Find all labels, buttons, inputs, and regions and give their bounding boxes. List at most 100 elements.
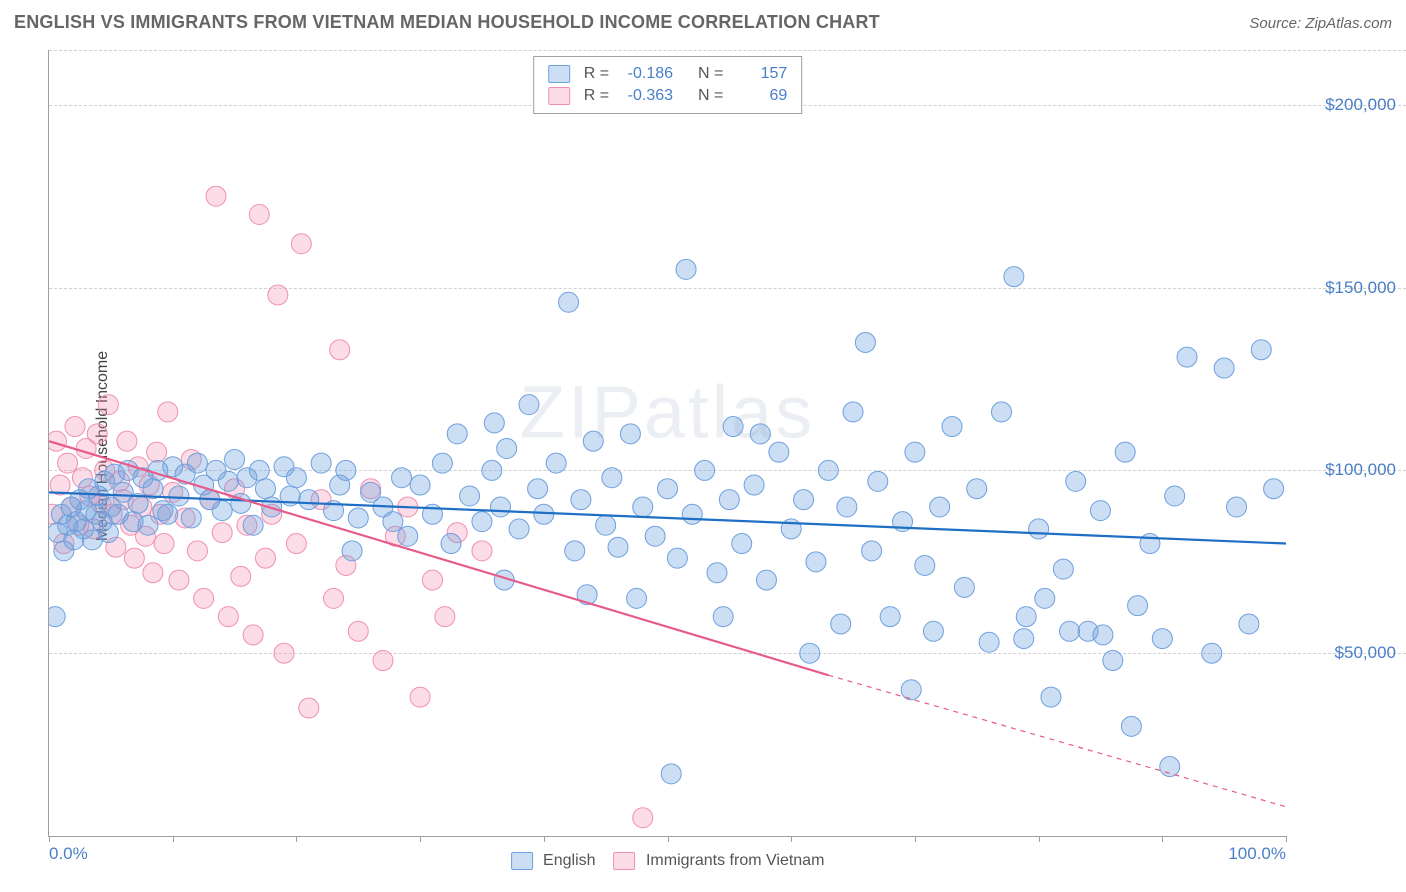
correlation-legend-box: R = -0.186 N = 157 R = -0.363 N = 69 [533,56,803,114]
chart-plot-area: ZIPatlas R = -0.186 N = 157 R = -0.363 N… [48,50,1286,837]
scatter-point-english [991,402,1011,422]
scatter-point-english [756,570,776,590]
scatter-point-english [1264,479,1284,499]
scatter-point-english [225,449,245,469]
scatter-point-english [602,468,622,488]
scatter-point-english [901,680,921,700]
scatter-point-english [311,453,331,473]
x-tick [173,836,174,842]
scatter-chart-svg [49,50,1286,836]
scatter-point-english [658,479,678,499]
scatter-point-vietnam [422,570,442,590]
scatter-point-vietnam [87,424,107,444]
scatter-point-english [868,471,888,491]
r-value-vietnam: -0.363 [617,85,673,107]
scatter-point-english [286,468,306,488]
scatter-point-vietnam [194,588,214,608]
scatter-point-english [1035,588,1055,608]
scatter-point-vietnam [291,234,311,254]
scatter-point-english [1214,358,1234,378]
scatter-point-vietnam [286,534,306,554]
scatter-point-english [212,501,232,521]
scatter-point-english [719,490,739,510]
scatter-point-english [682,504,702,524]
scatter-point-english [645,526,665,546]
scatter-point-english [187,453,207,473]
legend-item-vietnam: Immigrants from Vietnam [614,852,825,870]
scatter-point-english [583,431,603,451]
scatter-point-english [1251,340,1271,360]
scatter-point-english [1004,267,1024,287]
scatter-point-english [855,332,875,352]
scatter-point-english [138,515,158,535]
scatter-point-vietnam [330,340,350,360]
chart-title: ENGLISH VS IMMIGRANTS FROM VIETNAM MEDIA… [14,12,880,33]
scatter-point-english [794,490,814,510]
scatter-point-english [1029,519,1049,539]
scatter-point-vietnam [158,402,178,422]
scatter-point-english [1239,614,1259,634]
scatter-point-english [843,402,863,422]
scatter-point-english [880,607,900,627]
r-label: R = [584,85,609,107]
scatter-point-english [979,632,999,652]
scatter-point-english [1066,471,1086,491]
scatter-point-vietnam [249,205,269,225]
scatter-point-english [723,417,743,437]
scatter-point-vietnam [231,566,251,586]
x-tick [1039,836,1040,842]
scatter-point-vietnam [218,607,238,627]
scatter-point-english [818,460,838,480]
scatter-point-english [905,442,925,462]
n-label: N = [698,85,723,107]
scatter-point-vietnam [124,548,144,568]
scatter-point-english [181,508,201,528]
legend-item-english: English [511,852,596,870]
scatter-point-english [1160,757,1180,777]
x-tick [791,836,792,842]
legend-label-vietnam: Immigrants from Vietnam [646,852,824,869]
x-tick [544,836,545,842]
series-legend: English Immigrants from Vietnam [511,852,825,870]
scatter-point-english [447,424,467,444]
scatter-point-english [546,453,566,473]
source-name: ZipAtlas.com [1305,15,1392,32]
scatter-point-english [744,475,764,495]
y-tick-label: $50,000 [1296,643,1396,663]
scatter-point-english [707,563,727,583]
scatter-point-english [1053,559,1073,579]
scatter-point-english [398,526,418,546]
y-tick-label: $150,000 [1296,278,1396,298]
scatter-point-vietnam [98,395,118,415]
scatter-point-english [336,460,356,480]
scatter-point-english [1041,687,1061,707]
scatter-point-english [862,541,882,561]
scatter-point-vietnam [633,808,653,828]
scatter-point-english [923,621,943,641]
legend-row-english: R = -0.186 N = 157 [548,63,788,85]
x-tick [1286,836,1287,842]
scatter-point-english [1128,596,1148,616]
y-tick-label: $100,000 [1296,460,1396,480]
scatter-point-english [667,548,687,568]
scatter-point-english [441,534,461,554]
scatter-point-vietnam [255,548,275,568]
scatter-point-vietnam [117,431,137,451]
scatter-point-english [1165,486,1185,506]
scatter-point-vietnam [154,534,174,554]
scatter-point-vietnam [472,541,492,561]
x-axis-min-label: 0.0% [49,844,88,864]
scatter-point-english [158,504,178,524]
swatch-vietnam [548,87,570,105]
scatter-point-english [661,764,681,784]
scatter-point-english [534,504,554,524]
scatter-point-english [596,515,616,535]
scatter-point-english [1093,625,1113,645]
scatter-point-english [255,479,275,499]
scatter-point-english [497,438,517,458]
scatter-point-english [954,577,974,597]
scatter-point-english [218,471,238,491]
scatter-point-english [249,460,269,480]
scatter-point-english [676,259,696,279]
scatter-point-vietnam [206,186,226,206]
